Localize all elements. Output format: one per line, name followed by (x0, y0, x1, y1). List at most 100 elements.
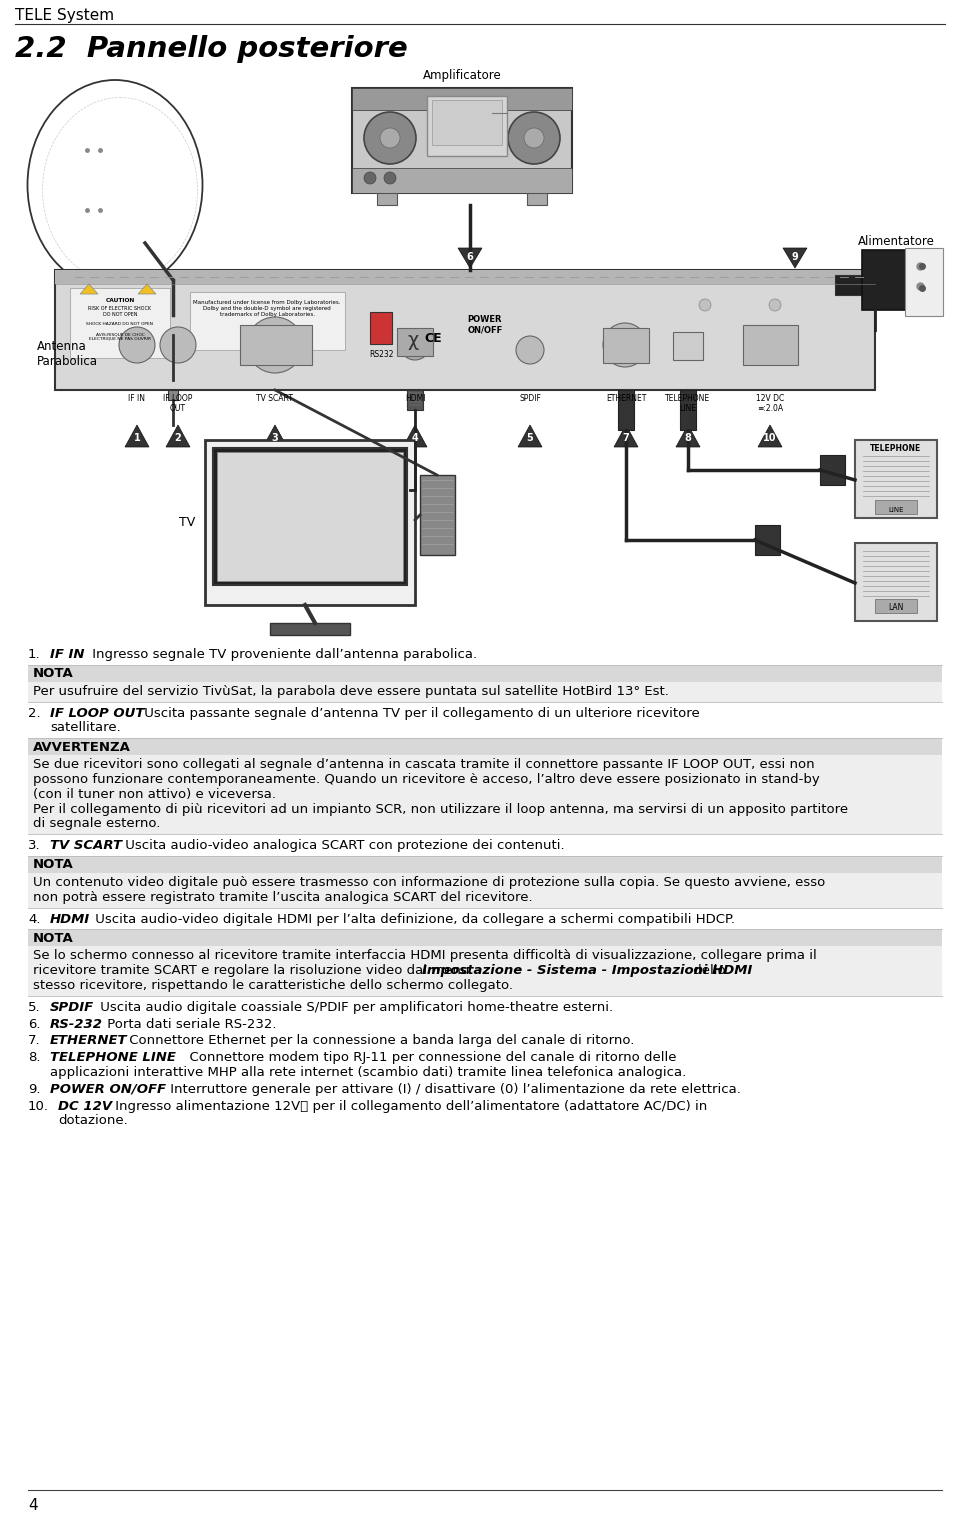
Circle shape (380, 128, 400, 147)
Text: HDMI: HDMI (50, 912, 90, 926)
Text: 8: 8 (684, 433, 691, 443)
Text: TV SCART: TV SCART (256, 395, 294, 402)
Bar (427, 96, 507, 156)
Text: 9.: 9. (28, 1082, 40, 1096)
Bar (28, 856, 942, 873)
Text: satellitare.: satellitare. (50, 721, 121, 735)
Text: Se lo schermo connesso al ricevitore tramite interfaccia HDMI presenta difficolt: Se lo schermo connesso al ricevitore tra… (33, 949, 817, 962)
Text: 1: 1 (133, 433, 140, 443)
Text: di segnale esterno.: di segnale esterno. (33, 817, 160, 830)
Polygon shape (614, 425, 638, 446)
Text: TV SCART: TV SCART (50, 839, 122, 852)
Text: 3: 3 (272, 433, 278, 443)
Bar (397, 328, 433, 357)
Text: 9: 9 (792, 252, 799, 263)
Bar (28, 665, 942, 682)
Circle shape (247, 317, 303, 373)
Bar (680, 390, 696, 430)
Text: Ingresso alimentazione 12V⎓ per il collegamento dell’alimentatore (adattatore AC: Ingresso alimentazione 12V⎓ per il colle… (111, 1099, 708, 1113)
Bar (217, 452, 403, 581)
Text: POWER ON/OFF: POWER ON/OFF (50, 1082, 166, 1096)
Text: Un contenuto video digitale può essere trasmesso con informazione di protezione : Un contenuto video digitale può essere t… (33, 876, 826, 890)
Polygon shape (138, 284, 156, 294)
Text: CAUTION: CAUTION (106, 298, 134, 304)
Circle shape (249, 299, 261, 311)
Circle shape (603, 323, 647, 367)
Bar (270, 622, 350, 635)
Text: Per usufruire del servizio TivùSat, la parabola deve essere puntata sul satellit: Per usufruire del servizio TivùSat, la p… (33, 685, 669, 698)
Text: χ: χ (407, 331, 419, 349)
Text: AVIS:RISQUE DE CHOC
ELECTRIQUE NE PAS OUVRIR: AVIS:RISQUE DE CHOC ELECTRIQUE NE PAS OU… (89, 332, 151, 340)
Bar (28, 946, 942, 996)
Bar (370, 313, 392, 345)
Text: 3.: 3. (28, 839, 40, 852)
Polygon shape (125, 425, 149, 446)
Text: IF LOOP
OUT: IF LOOP OUT (163, 395, 193, 413)
Text: non potrà essere registrato tramite l’uscita analogica SCART del ricevitore.: non potrà essere registrato tramite l’us… (33, 891, 533, 903)
Text: Uscita audio digitale coassiale S/PDIF per amplificatori home-theatre esterni.: Uscita audio digitale coassiale S/PDIF p… (96, 1000, 613, 1014)
Text: Impostazione - Sistema - Impostazioni HDMI: Impostazione - Sistema - Impostazioni HD… (421, 964, 752, 978)
Polygon shape (518, 425, 542, 446)
Text: IF LOOP OUT: IF LOOP OUT (50, 706, 144, 720)
Bar (527, 193, 547, 205)
Circle shape (139, 299, 151, 311)
Bar (618, 390, 634, 430)
Text: ETHERNET: ETHERNET (606, 395, 646, 402)
Text: Amplificatore: Amplificatore (422, 68, 501, 82)
Text: Interruttore generale per attivare (I) / disattivare (0) l’alimentazione da rete: Interruttore generale per attivare (I) /… (166, 1082, 741, 1096)
Text: 4: 4 (412, 433, 419, 443)
Bar (820, 455, 845, 484)
Bar (190, 291, 345, 351)
Text: TELE System: TELE System (15, 8, 114, 23)
Text: dello: dello (689, 964, 726, 978)
Polygon shape (263, 425, 287, 446)
Bar (673, 332, 703, 360)
Text: 5.: 5. (28, 1000, 40, 1014)
Polygon shape (758, 425, 782, 446)
Bar (603, 328, 649, 363)
Circle shape (508, 112, 560, 164)
Text: (con il tuner non attivo) e viceversa.: (con il tuner non attivo) e viceversa. (33, 788, 276, 802)
Bar (835, 275, 870, 294)
Text: 2.2  Pannello posteriore: 2.2 Pannello posteriore (15, 35, 408, 64)
Text: TELEPHONE LINE: TELEPHONE LINE (50, 1050, 176, 1064)
Text: 5: 5 (527, 433, 534, 443)
Text: SHOCK HAZARD DO NOT OPEN: SHOCK HAZARD DO NOT OPEN (86, 322, 154, 326)
Bar (205, 440, 415, 606)
Circle shape (699, 299, 711, 311)
Text: 12V DC
≡:2.0A: 12V DC ≡:2.0A (756, 395, 784, 413)
Text: Uscita passante segnale d’antenna TV per il collegamento di un ulteriore ricevit: Uscita passante segnale d’antenna TV per… (140, 706, 700, 720)
Polygon shape (458, 247, 482, 269)
Text: 2.: 2. (28, 706, 40, 720)
Text: RS-232: RS-232 (50, 1017, 103, 1031)
Text: Se due ricevitori sono collegati al segnale d’antenna in cascata tramite il conn: Se due ricevitori sono collegati al segn… (33, 757, 815, 771)
Polygon shape (403, 425, 427, 446)
Circle shape (364, 172, 376, 184)
Text: applicazioni interattive MHP alla rete internet (scambio dati) tramite linea tel: applicazioni interattive MHP alla rete i… (50, 1066, 686, 1079)
Text: Manufactured under license from Dolby Laboratories.
Dolby and the double-D symbo: Manufactured under license from Dolby La… (193, 301, 341, 317)
Bar (28, 929, 942, 946)
Text: LAN: LAN (888, 604, 903, 612)
Bar (855, 440, 937, 518)
Text: NOTA: NOTA (33, 932, 74, 944)
Text: NOTA: NOTA (33, 859, 74, 871)
Bar (352, 88, 572, 193)
Text: 7.: 7. (28, 1034, 40, 1047)
Text: Alimentatore: Alimentatore (858, 235, 935, 247)
Text: IF IN: IF IN (129, 395, 146, 402)
Text: stesso ricevitore, rispettando le caratteristiche dello schermo collegato.: stesso ricevitore, rispettando le caratt… (33, 979, 513, 991)
Text: Uscita audio-video digitale HDMI per l’alta definizione, da collegare a schermi : Uscita audio-video digitale HDMI per l’a… (91, 912, 735, 926)
Text: ETHERNET: ETHERNET (50, 1034, 128, 1047)
Bar (352, 88, 572, 109)
Text: Connettore modem tipo RJ-11 per connessione del canale di ritorno delle: Connettore modem tipo RJ-11 per connessi… (181, 1050, 677, 1064)
Bar (862, 250, 917, 310)
Text: 1.: 1. (28, 648, 40, 660)
Text: ricevitore tramite SCART e regolare la risoluzione video dal menu: ricevitore tramite SCART e regolare la r… (33, 964, 473, 978)
Bar (55, 270, 875, 390)
Circle shape (364, 112, 416, 164)
Circle shape (119, 326, 155, 363)
Text: LINE: LINE (888, 507, 903, 513)
Bar (28, 738, 942, 754)
Text: dotazione.: dotazione. (58, 1114, 128, 1128)
Text: RS232: RS232 (369, 351, 394, 358)
